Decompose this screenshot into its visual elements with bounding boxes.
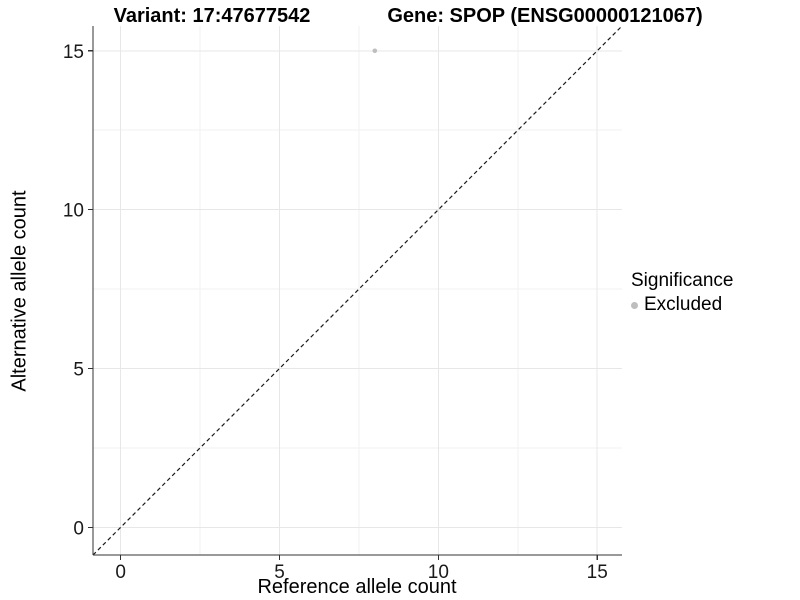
plot-title-gene: Gene: SPOP (ENSG00000121067) — [387, 5, 703, 27]
legend: Significance Excluded — [631, 270, 733, 316]
legend-point-icon — [631, 301, 638, 309]
y-tick-label: 5 — [73, 359, 84, 380]
identity-line — [92, 25, 623, 556]
x-tick-label: 0 — [115, 562, 126, 583]
x-tick-label: 15 — [587, 562, 608, 583]
data-point — [372, 48, 378, 54]
x-axis-title: Reference allele count — [257, 576, 457, 598]
x-tick-label: 10 — [428, 562, 449, 583]
legend-title: Significance — [631, 270, 734, 291]
x-tick-label: 5 — [274, 562, 285, 583]
y-tick-label: 10 — [63, 201, 84, 222]
y-tick-label: 15 — [63, 42, 84, 63]
legend-item-label: Excluded — [644, 294, 723, 315]
y-tick-label: 0 — [73, 518, 84, 539]
legend-item-excluded: Excluded — [631, 294, 733, 316]
plot-title-variant: Variant: 17:47677542 — [113, 5, 311, 27]
